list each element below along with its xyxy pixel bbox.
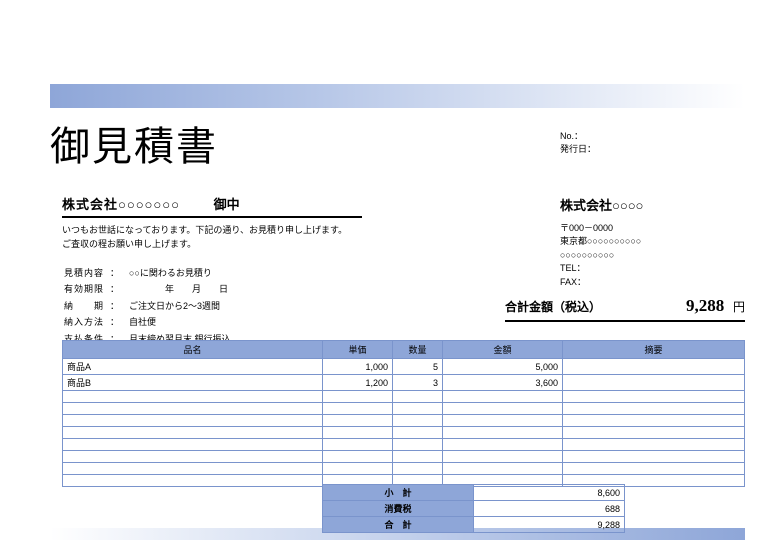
grand-total-amount: 9,288 <box>686 296 724 315</box>
sender-name: 株式会社○○○○ <box>560 196 643 216</box>
sender-addr1: 東京都○○○○○○○○○○ <box>560 235 643 249</box>
table-row: 商品A1,00055,000 <box>63 359 745 375</box>
grand-total-label: 合計金額（税込） <box>505 298 601 315</box>
item-note <box>563 359 745 375</box>
meta-block: No.： 発行日： <box>560 130 596 155</box>
grand-value: 9,288 <box>474 517 625 533</box>
table-row <box>63 427 745 439</box>
col-amount: 金額 <box>443 341 563 359</box>
table-row <box>63 451 745 463</box>
item-amount: 3,600 <box>443 375 563 391</box>
tax-value: 688 <box>474 501 625 517</box>
table-row: 商品B1,20033,600 <box>63 375 745 391</box>
sender-tel: TEL： <box>560 262 643 276</box>
totals-table: 小 計 8,600 消費税 688 合 計 9,288 <box>322 484 625 533</box>
item-amount: 5,000 <box>443 359 563 375</box>
term-subject-label: 見積内容 <box>64 266 108 280</box>
term-valid-label: 有効期限 <box>64 282 108 296</box>
yen-unit: 円 <box>733 300 745 314</box>
document-title: 御見積書 <box>50 114 218 172</box>
table-row <box>63 391 745 403</box>
grand-label: 合 計 <box>323 517 474 533</box>
term-delivery-value: ご注文日から2～3週間 <box>129 299 231 313</box>
client-line: 株式会社○○○○○○○ 御中 <box>62 194 362 218</box>
sender-block: 株式会社○○○○ 〒000－0000 東京都○○○○○○○○○○ ○○○○○○○… <box>560 196 643 289</box>
col-name: 品名 <box>63 341 323 359</box>
sender-postal: 〒000－0000 <box>560 222 643 236</box>
item-unit: 1,000 <box>323 359 393 375</box>
term-delivery-label: 納 期 <box>64 299 108 313</box>
item-qty: 3 <box>393 375 443 391</box>
col-qty: 数量 <box>393 341 443 359</box>
table-row <box>63 403 745 415</box>
items-table: 品名 単価 数量 金額 摘要 商品A1,00055,000商品B1,20033,… <box>62 340 745 487</box>
col-unit: 単価 <box>323 341 393 359</box>
col-note: 摘要 <box>563 341 745 359</box>
term-valid-value: 年 月 日 <box>129 282 231 296</box>
greeting-line1: いつもお世話になっております。下記の通り、お見積り申し上げます。 <box>62 224 347 238</box>
table-row <box>63 463 745 475</box>
greeting-block: いつもお世話になっております。下記の通り、お見積り申し上げます。 ご査収の程お願… <box>62 224 347 251</box>
item-unit: 1,200 <box>323 375 393 391</box>
term-method-label: 納入方法 <box>64 315 108 329</box>
item-name: 商品A <box>63 359 323 375</box>
greeting-line2: ご査収の程お願い申し上げます。 <box>62 238 347 252</box>
tax-label: 消費税 <box>323 501 474 517</box>
no-label: No.： <box>560 130 596 143</box>
item-note <box>563 375 745 391</box>
item-qty: 5 <box>393 359 443 375</box>
terms-table: 見積内容：○○に関わるお見積り 有効期限： 年 月 日 納 期：ご注文日から2～… <box>62 264 233 348</box>
sender-fax: FAX： <box>560 276 643 290</box>
grand-total-line: 合計金額（税込） 9,288 円 <box>505 296 745 322</box>
table-row <box>63 439 745 451</box>
client-name: 株式会社○○○○○○○ <box>62 197 180 212</box>
subtotal-label: 小 計 <box>323 485 474 501</box>
issue-date-label: 発行日： <box>560 143 596 156</box>
item-name: 商品B <box>63 375 323 391</box>
sender-addr2: ○○○○○○○○○○ <box>560 249 643 263</box>
term-method-value: 自社便 <box>129 315 231 329</box>
term-subject-value: ○○に関わるお見積り <box>129 266 231 280</box>
table-row <box>63 415 745 427</box>
client-honorific: 御中 <box>214 197 240 212</box>
decorative-top-bar <box>50 84 745 108</box>
subtotal-value: 8,600 <box>474 485 625 501</box>
